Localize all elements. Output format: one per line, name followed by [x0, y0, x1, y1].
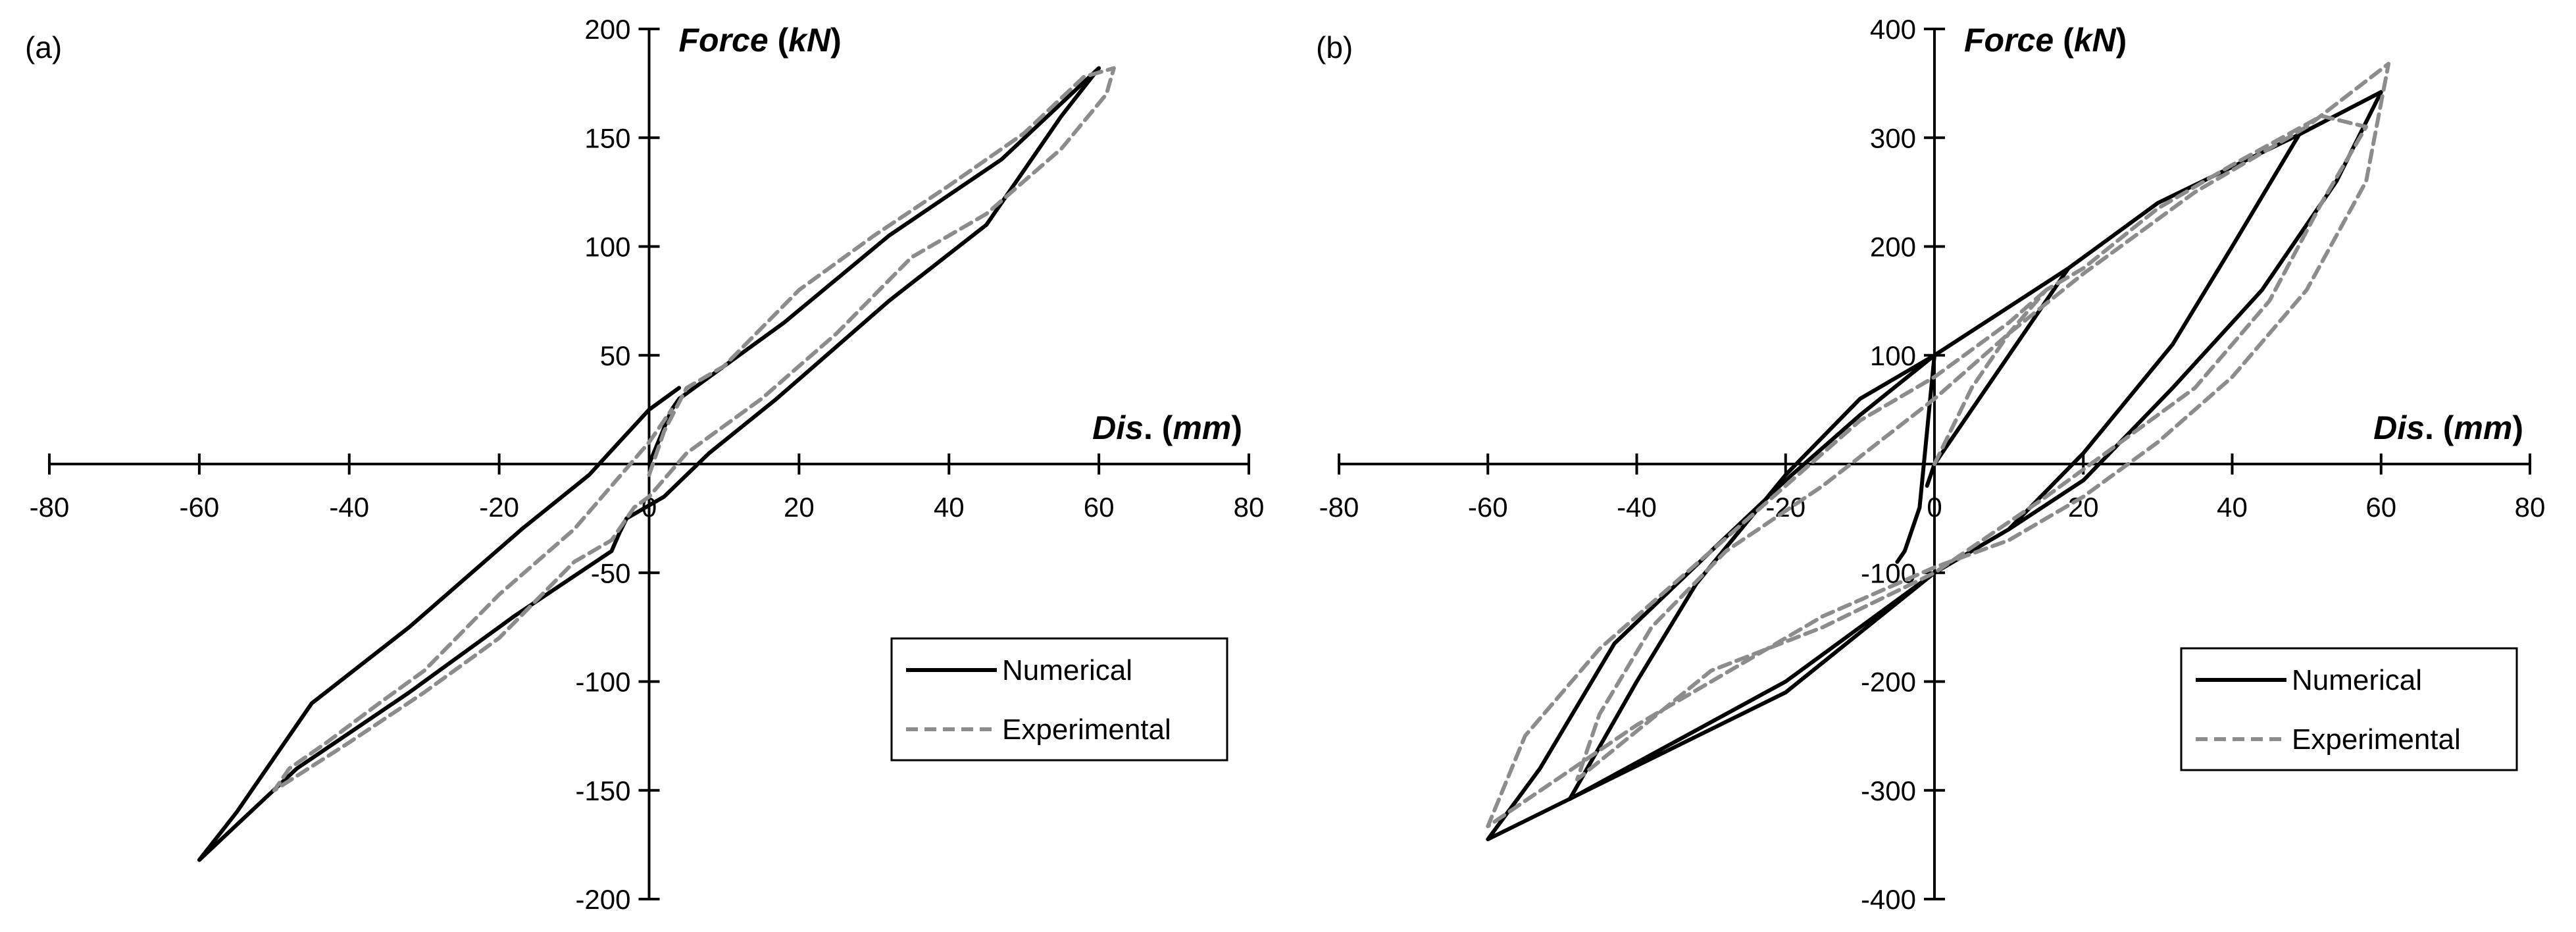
x-tick-label: -80	[1319, 492, 1359, 523]
x-tick-label: 0	[1927, 492, 1942, 523]
y-tick-label: -200	[1861, 667, 1916, 698]
y-tick-label: 150	[584, 122, 630, 153]
x-tick-label: 20	[784, 492, 815, 523]
y-tick-label: -400	[1861, 884, 1916, 915]
y-tick-label: -300	[1861, 775, 1916, 806]
y-tick-label: 400	[1870, 14, 1916, 45]
y-tick-label: 200	[1870, 232, 1916, 263]
x-tick-label: -40	[1617, 492, 1657, 523]
y-tick-label: 50	[600, 340, 631, 371]
legend: Numerical Experimental	[2180, 647, 2518, 771]
x-tick-label: 60	[1084, 492, 1115, 523]
legend-box	[2180, 647, 2518, 771]
y-tick-label: 300	[1870, 122, 1916, 153]
x-tick-label: -20	[479, 492, 519, 523]
legend-label-numerical: Numerical	[2292, 664, 2422, 696]
x-tick-label: -80	[30, 492, 70, 523]
x-tick-label: -40	[329, 492, 369, 523]
legend-box	[890, 637, 1228, 762]
legend-label-experimental: Experimental	[1002, 713, 1171, 746]
legend: Numerical Experimental	[890, 637, 1228, 762]
x-tick-label: 40	[934, 492, 965, 523]
series-experimental	[1486, 61, 2391, 829]
legend-label-numerical: Numerical	[1002, 654, 1132, 686]
y-tick-label: -150	[575, 775, 630, 806]
panel-b: (b)-80 -60 -40 -20 0 20 40 60 80-400-300-200-100…	[1316, 14, 2545, 915]
legend-label-experimental: Experimental	[2292, 723, 2461, 756]
y-tick-label: -100	[575, 667, 630, 698]
x-tick-label: 40	[2217, 492, 2248, 523]
x-tick-label: 80	[2515, 492, 2546, 523]
x-tick-label: -60	[1468, 492, 1508, 523]
x-axis-title: Dis. (mm)	[1092, 409, 1242, 446]
x-tick-label: 80	[1234, 492, 1265, 523]
panel-label: (b)	[1316, 30, 1353, 65]
y-axis-title: Force (kN)	[1964, 22, 2127, 59]
series-experimental	[272, 66, 1116, 792]
y-tick-label: -200	[575, 884, 630, 915]
y-tick-label: -100	[1861, 557, 1916, 588]
x-axis-title: Dis. (mm)	[2373, 409, 2523, 446]
y-axis-title: Force (kN)	[679, 22, 842, 59]
panel-label: (a)	[25, 30, 62, 65]
y-tick-label: 100	[584, 232, 630, 263]
x-tick-label: -60	[180, 492, 220, 523]
x-tick-label: 60	[2365, 492, 2396, 523]
panel-a: (a)-80 -60 -40 -20 0 20 40 60 80-200-150-100-505…	[25, 14, 1264, 915]
y-tick-label: 100	[1870, 340, 1916, 371]
y-tick-label: 200	[584, 14, 630, 45]
